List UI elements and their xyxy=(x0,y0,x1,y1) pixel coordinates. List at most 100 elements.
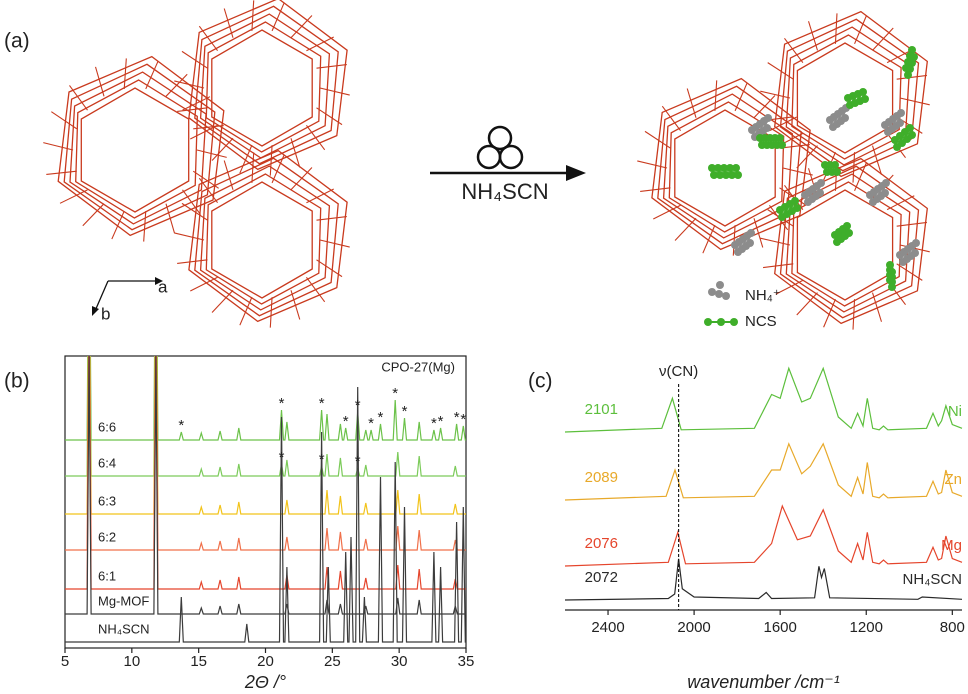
guest-atom xyxy=(843,222,851,230)
framework-strut xyxy=(754,218,763,247)
figure: (a) (b) (c) NH₄SCN a b NH₄⁺NCS 510152025… xyxy=(0,0,968,694)
star-label: * xyxy=(343,413,349,430)
framework-strut xyxy=(224,9,233,38)
guest-atom xyxy=(817,179,825,187)
framework-strut xyxy=(703,225,715,253)
framework-strut xyxy=(43,143,73,150)
framework-strut xyxy=(212,290,233,312)
series-group xyxy=(565,368,962,600)
framework-strut xyxy=(640,188,670,192)
star-label: * xyxy=(279,449,285,466)
x-axis-label: 2Θ /° xyxy=(244,672,286,692)
framework-strut xyxy=(69,85,87,110)
framework-strut xyxy=(51,112,76,129)
structure-drawings xyxy=(43,0,929,330)
framework-strut xyxy=(824,299,836,327)
x-tick-label: 25 xyxy=(324,653,341,670)
star-label: * xyxy=(378,409,384,426)
x-axis-label: wavenumber /cm⁻¹ xyxy=(687,672,840,692)
series-label: 6:1 xyxy=(98,568,116,583)
framework-strut xyxy=(199,26,217,50)
series-label: NH₄SCN xyxy=(98,621,150,636)
star-label: * xyxy=(392,385,398,402)
star-label: * xyxy=(438,413,444,430)
legend-icon xyxy=(717,318,725,326)
framework-strut xyxy=(224,161,233,190)
framework-ring xyxy=(212,30,312,146)
series-label: 6:3 xyxy=(98,493,116,508)
framework-strut xyxy=(763,264,793,268)
guest-atom xyxy=(908,131,916,139)
guest-atom xyxy=(715,290,723,298)
star-label: * xyxy=(431,415,437,432)
series-label: Mg-MOF xyxy=(98,593,149,608)
guest-atom xyxy=(776,134,784,142)
guest-atom xyxy=(888,283,896,291)
axis-label: b xyxy=(101,304,110,323)
framework-strut xyxy=(835,13,837,43)
x-tick-label: 5 xyxy=(61,653,69,670)
x-tick-label: 20 xyxy=(257,653,274,670)
guest-atom xyxy=(732,164,740,172)
axis-label: a xyxy=(158,277,168,296)
framework-ring xyxy=(212,182,312,298)
framework-strut xyxy=(754,96,775,118)
arrow-head xyxy=(566,165,586,181)
spectrum-line xyxy=(65,290,466,550)
guest-atom xyxy=(831,161,839,169)
framework-strut xyxy=(306,277,324,301)
x-tick-label: 30 xyxy=(391,653,408,670)
axis-arrow xyxy=(92,306,99,316)
framework-strut xyxy=(177,260,207,264)
guest-atom xyxy=(764,114,772,122)
guest-atom xyxy=(722,292,730,300)
framework-strut xyxy=(637,161,667,168)
guest-atom xyxy=(882,179,890,187)
guest-atom xyxy=(791,197,799,205)
framework-strut xyxy=(166,204,174,233)
framework-strut xyxy=(853,299,855,329)
legend-label: NH₄⁺ xyxy=(745,287,781,304)
guest-atom xyxy=(778,141,786,149)
guest-atom xyxy=(881,189,889,197)
guest-atom xyxy=(763,124,771,132)
framework-strut xyxy=(662,106,680,130)
legend-label: NCS xyxy=(745,313,777,330)
x-tick-label: 2000 xyxy=(677,619,710,636)
peak-label: 2072 xyxy=(585,569,618,586)
framework-strut xyxy=(270,297,272,327)
ball-mill-icon xyxy=(478,146,500,168)
series-label: Zn xyxy=(944,471,962,488)
framework-strut xyxy=(306,125,324,149)
spectrum-line xyxy=(565,368,962,432)
framework-strut xyxy=(897,264,923,281)
guest-atom xyxy=(859,88,867,96)
annotation: ν(CN) xyxy=(659,363,698,380)
framework-ring xyxy=(195,6,338,163)
legend-icon xyxy=(704,318,712,326)
framework-ring xyxy=(206,174,320,304)
framework-strut xyxy=(687,89,696,118)
guest-atom xyxy=(747,229,755,237)
guest-atom xyxy=(896,119,904,127)
star-label: * xyxy=(402,403,408,420)
framework-strut xyxy=(291,290,300,319)
framework-strut xyxy=(166,74,187,96)
star-label: * xyxy=(460,411,466,428)
framework-strut xyxy=(675,218,696,240)
peak-label: 2089 xyxy=(585,469,618,486)
guest-atom xyxy=(816,189,824,197)
framework-ring xyxy=(195,158,338,315)
framework-strut xyxy=(317,260,343,277)
series-label: 6:2 xyxy=(98,529,116,544)
star-label: * xyxy=(319,451,325,468)
guest-atom xyxy=(906,124,914,132)
guest-atom xyxy=(734,171,742,179)
star-label: * xyxy=(178,417,184,434)
legend-icon xyxy=(730,318,738,326)
page: {"panels": {"a": "(a)", "b": "(b)", "c":… xyxy=(0,0,968,694)
guest-atom xyxy=(841,114,849,122)
framework-strut xyxy=(46,171,76,174)
x-tick-label: 15 xyxy=(190,653,207,670)
framework-strut xyxy=(174,233,204,240)
